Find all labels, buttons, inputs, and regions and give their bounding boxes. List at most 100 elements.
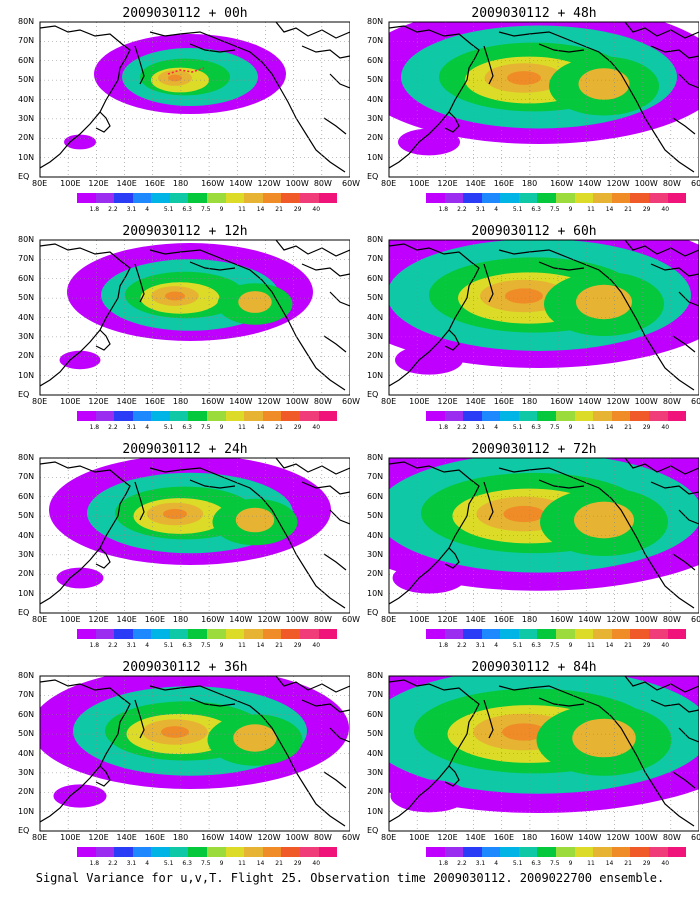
coastline: [149, 467, 346, 609]
coastline: [498, 467, 695, 609]
latitude-label: EQ: [18, 826, 30, 835]
colorbar-label: 29: [293, 424, 302, 431]
longitude-label: 180: [521, 397, 538, 406]
latitude-label: 50N: [18, 293, 35, 303]
longitude-label: 100E: [409, 397, 430, 406]
coastline: [275, 22, 350, 39]
longitude-label: 180: [521, 833, 538, 842]
latitude-label: 50N: [367, 75, 384, 85]
colorbar-swatch: [537, 193, 557, 203]
variance-map: [388, 675, 699, 832]
colorbar-swatch: [281, 629, 300, 639]
colorbar-label: 3.1: [126, 642, 137, 649]
latitude-label: 80N: [367, 671, 384, 680]
colorbar-swatch: [537, 847, 557, 857]
latitude-label: 40N: [367, 94, 384, 104]
colorbar-label: 6.3: [182, 642, 192, 649]
colorbar-swatch: [95, 629, 115, 639]
colorbar-label: 4: [145, 860, 150, 867]
colorbar-label: 7.5: [550, 642, 560, 649]
colorbar-swatch: [132, 629, 152, 639]
variance-contour: [165, 291, 185, 301]
colorbar-label: 21: [275, 642, 283, 649]
colorbar-label: 5.1: [512, 642, 523, 649]
colorbar-label: 1.8: [89, 206, 100, 213]
colorbar-label: 9: [568, 860, 573, 867]
latitude-label: 30N: [18, 767, 35, 777]
colorbar-swatch: [114, 629, 133, 639]
longitude-label: 80W: [313, 179, 332, 188]
colorbar-swatch: [207, 193, 226, 203]
longitude-label: 140E: [465, 179, 486, 188]
coastline: [301, 699, 350, 713]
longitude-label: 160W: [550, 179, 574, 188]
colorbar-label: 7.5: [201, 424, 211, 431]
coastline: [672, 553, 696, 571]
latitude-label: 70N: [367, 472, 384, 482]
longitude-label: 160E: [493, 615, 515, 624]
panel-title: 2009030112 + 36h: [122, 660, 248, 675]
coastline: [301, 45, 350, 59]
longitude-label: 100W: [634, 615, 658, 624]
colorbar-label: 4: [494, 642, 499, 649]
colorbar-swatch: [151, 193, 170, 203]
latitude-label: EQ: [367, 390, 379, 399]
colorbar-swatch: [188, 411, 208, 421]
latitude-label: 10N: [367, 588, 384, 598]
coastline: [40, 515, 119, 605]
colorbar-swatch: [593, 629, 612, 639]
variance-contour: [163, 508, 187, 520]
colorbar-swatch: [169, 847, 189, 857]
colorbar-swatch: [648, 411, 668, 421]
longitude-label: 80W: [313, 833, 332, 842]
colorbar-label: 29: [642, 206, 651, 213]
longitude-label: 160W: [550, 615, 574, 624]
colorbar-swatch: [77, 193, 96, 203]
colorbar-label: 11: [238, 642, 246, 649]
latitude-label: 50N: [367, 511, 384, 521]
longitude-label: 100W: [634, 397, 658, 406]
colorbar-label: 2.2: [108, 860, 118, 867]
colorbar-swatch: [207, 847, 226, 857]
latitude-label: 10N: [367, 152, 384, 162]
colorbar-swatch: [630, 193, 649, 203]
colorbar-label: 14: [256, 206, 265, 213]
colorbar-label: 3.1: [126, 424, 137, 431]
panel-title: 2009030112 + 60h: [471, 224, 597, 239]
colorbar: [77, 193, 338, 203]
coastline: [389, 297, 468, 387]
coastline: [672, 771, 696, 789]
coastline: [134, 699, 145, 739]
colorbar-swatch: [318, 629, 338, 639]
latitude-label: 70N: [18, 254, 35, 264]
coastline: [189, 479, 236, 489]
coastline: [538, 479, 585, 489]
colorbar-label: 7.5: [550, 860, 560, 867]
variance-contour: [576, 284, 632, 320]
longitude-label: 120W: [606, 833, 630, 842]
latitude-label: 20N: [18, 351, 35, 361]
colorbar-label: 21: [624, 642, 632, 649]
colorbar-swatch: [426, 411, 445, 421]
longitude-label: 60W: [342, 833, 361, 842]
colorbar-swatch: [188, 629, 208, 639]
colorbar-swatch: [630, 629, 649, 639]
colorbar-swatch: [281, 411, 300, 421]
latitude-label: 40N: [367, 312, 384, 322]
coastline: [498, 31, 695, 173]
colorbar-label: 14: [605, 860, 614, 867]
colorbar-swatch: [648, 847, 668, 857]
longitude-label: 100W: [634, 833, 658, 842]
colorbar-swatch: [444, 847, 464, 857]
latitude-label: 70N: [18, 472, 35, 482]
variance-contour: [235, 507, 275, 533]
latitude-label: 80N: [18, 453, 35, 462]
colorbar-label: 14: [256, 424, 265, 431]
colorbar-swatch: [518, 193, 538, 203]
longitude-label: 100E: [409, 615, 430, 624]
colorbar-swatch: [537, 629, 557, 639]
coastline: [389, 243, 480, 299]
latitude-label: 80N: [18, 235, 35, 244]
longitude-label: 120W: [257, 397, 281, 406]
longitude-label: 140E: [465, 833, 486, 842]
